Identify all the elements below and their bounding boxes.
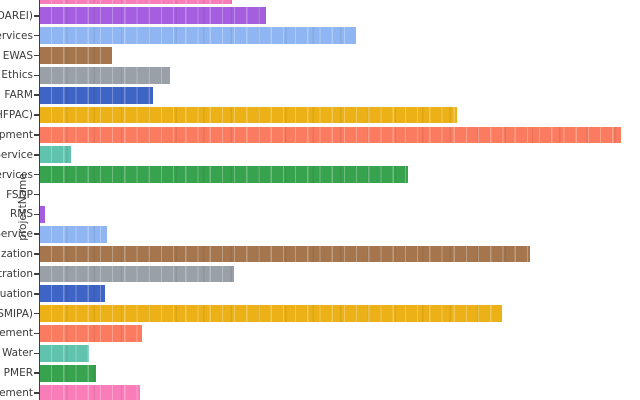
y-tick-mark bbox=[34, 114, 40, 116]
bar[interactable] bbox=[40, 126, 622, 144]
bar[interactable] bbox=[40, 245, 531, 263]
row-label: uation bbox=[0, 287, 33, 300]
row-label: FARM bbox=[4, 89, 33, 102]
bar[interactable] bbox=[40, 265, 235, 283]
y-tick-mark bbox=[34, 213, 40, 216]
row-label: DAREI) bbox=[0, 9, 33, 22]
row-label: tration bbox=[0, 267, 33, 280]
y-tick-mark bbox=[34, 352, 40, 355]
y-tick-mark bbox=[34, 273, 40, 275]
bar[interactable] bbox=[40, 205, 46, 223]
y-tick-mark bbox=[34, 173, 40, 176]
row-label: pment bbox=[0, 128, 33, 141]
bar[interactable] bbox=[40, 7, 267, 25]
row-label: HFPAC) bbox=[0, 109, 33, 122]
bar[interactable] bbox=[40, 344, 90, 362]
y-tick-mark bbox=[34, 54, 40, 57]
row-label: Ethics bbox=[1, 69, 33, 82]
bar[interactable] bbox=[40, 166, 409, 184]
bar[interactable] bbox=[40, 146, 72, 164]
y-tick-mark bbox=[34, 94, 40, 97]
bar[interactable] bbox=[40, 47, 113, 64]
bar[interactable] bbox=[40, 0, 233, 5]
bar[interactable] bbox=[40, 86, 154, 104]
y-tick-mark bbox=[34, 372, 40, 374]
bar[interactable] bbox=[40, 106, 458, 124]
row-label: SMIPA) bbox=[0, 307, 33, 320]
y-tick-mark bbox=[34, 312, 40, 315]
bar[interactable] bbox=[40, 384, 141, 400]
row-label: ement bbox=[0, 327, 33, 340]
y-tick-mark bbox=[34, 34, 40, 37]
row-label: RMS bbox=[9, 208, 33, 221]
y-tick-mark bbox=[34, 253, 40, 255]
bar[interactable] bbox=[40, 325, 143, 342]
bar[interactable] bbox=[40, 67, 171, 84]
y-tick-mark bbox=[34, 74, 40, 77]
row-label: EWAS bbox=[2, 49, 33, 62]
bar[interactable] bbox=[40, 364, 97, 382]
y-tick-mark bbox=[34, 193, 40, 196]
y-tick-mark bbox=[34, 292, 40, 295]
y-axis-line bbox=[39, 0, 41, 400]
y-tick-mark bbox=[34, 332, 40, 335]
y-tick-mark bbox=[34, 154, 40, 156]
y-tick-mark bbox=[34, 15, 40, 17]
bar[interactable] bbox=[40, 225, 108, 243]
row-label: PMER bbox=[3, 367, 33, 380]
bar[interactable] bbox=[40, 305, 503, 322]
y-tick-mark bbox=[34, 134, 40, 136]
y-tick-mark bbox=[34, 392, 40, 394]
row-label: zation bbox=[0, 248, 33, 261]
row-label: FSDP bbox=[6, 188, 33, 201]
row-label: Water bbox=[1, 347, 33, 360]
y-tick-mark bbox=[34, 233, 40, 235]
row-label: ement bbox=[0, 387, 33, 399]
bar[interactable] bbox=[40, 27, 357, 45]
bar[interactable] bbox=[40, 285, 106, 303]
